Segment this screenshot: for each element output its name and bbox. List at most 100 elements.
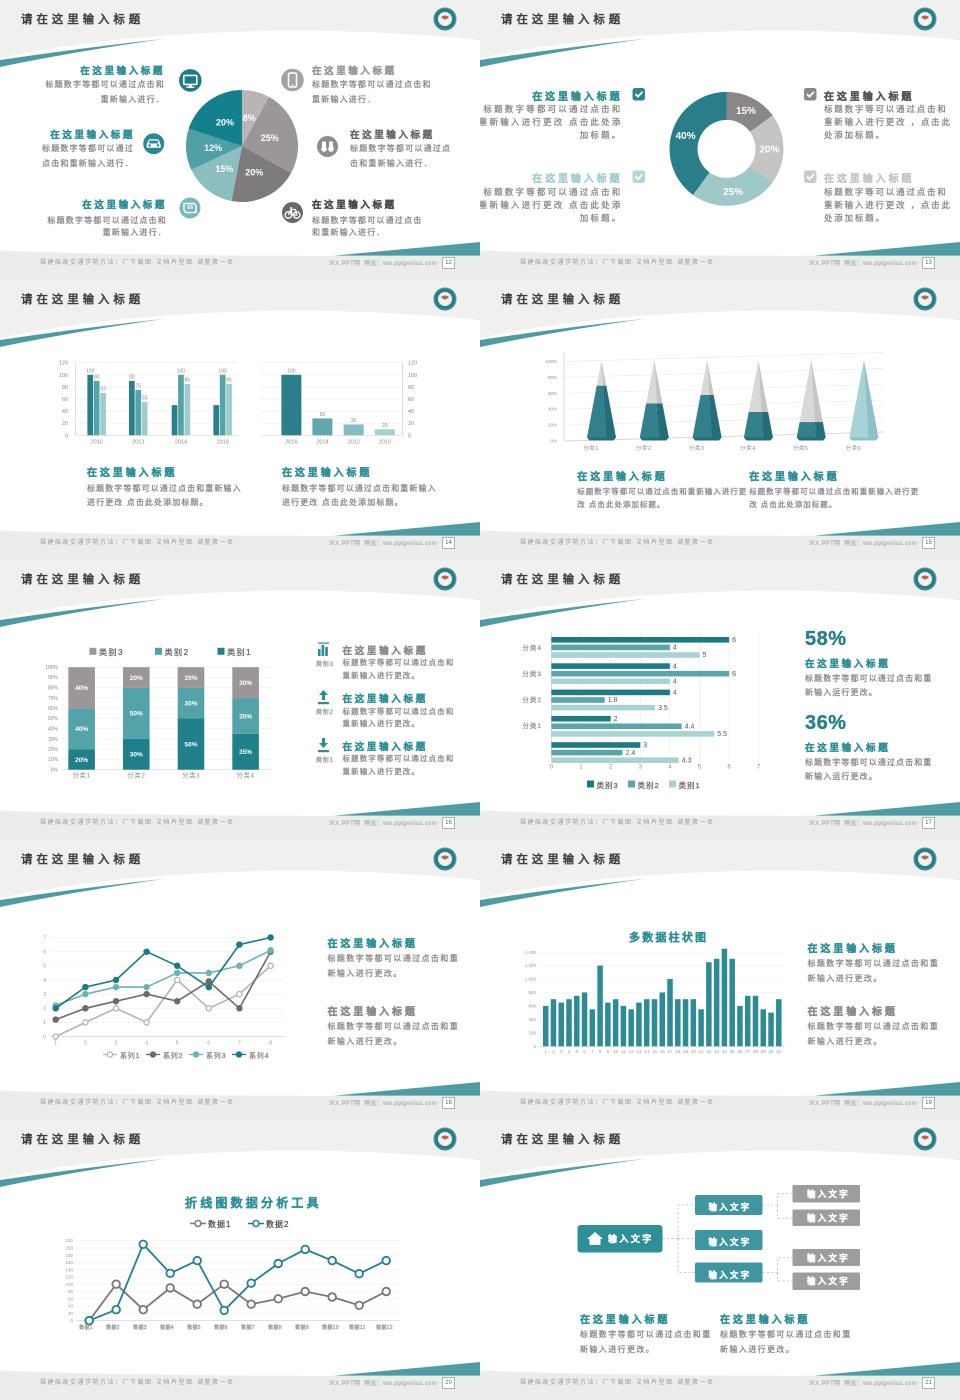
svg-text:27: 27 <box>745 1049 751 1054</box>
svg-text:1: 1 <box>43 1020 46 1026</box>
svg-text:3: 3 <box>643 742 647 749</box>
svg-text:200: 200 <box>65 1246 73 1251</box>
svg-text:19: 19 <box>683 1049 689 1054</box>
svg-text:1: 1 <box>544 1049 547 1054</box>
svg-text:7: 7 <box>43 935 46 941</box>
svg-text:20%: 20% <box>75 757 88 764</box>
svg-text:2: 2 <box>609 765 613 771</box>
svg-text:2016: 2016 <box>285 440 297 446</box>
svg-text:50%: 50% <box>48 716 59 722</box>
svg-text:220: 220 <box>65 1238 73 1243</box>
svg-text:10: 10 <box>613 1049 619 1054</box>
svg-text:120: 120 <box>65 1275 73 1280</box>
svg-text:40%: 40% <box>48 727 59 733</box>
svg-text:40%: 40% <box>75 685 88 692</box>
svg-text:2010: 2010 <box>91 440 103 446</box>
svg-text:11: 11 <box>621 1049 626 1054</box>
svg-text:25%: 25% <box>261 133 279 143</box>
svg-text:14: 14 <box>644 1049 650 1054</box>
svg-text:6: 6 <box>732 671 736 678</box>
svg-text:60: 60 <box>68 1296 74 1301</box>
svg-text:2: 2 <box>552 1049 555 1054</box>
svg-text:1: 1 <box>579 765 583 771</box>
svg-text:26: 26 <box>737 1049 743 1054</box>
svg-text:400: 400 <box>528 1017 536 1022</box>
svg-text:0: 0 <box>70 1318 73 1323</box>
svg-text:80%: 80% <box>48 686 59 692</box>
svg-text:20: 20 <box>68 1311 74 1316</box>
svg-text:90: 90 <box>129 374 135 380</box>
svg-text:9: 9 <box>607 1049 610 1054</box>
svg-text:100%: 100% <box>45 665 58 671</box>
svg-text:13: 13 <box>636 1049 642 1054</box>
svg-text:2: 2 <box>614 716 618 723</box>
svg-text:55: 55 <box>142 396 148 402</box>
svg-text:30: 30 <box>769 1049 775 1054</box>
svg-text:4: 4 <box>673 690 677 697</box>
svg-text:30%: 30% <box>184 701 197 708</box>
svg-text:31: 31 <box>776 1049 782 1054</box>
svg-text:20%: 20% <box>184 675 197 682</box>
svg-text:35%: 35% <box>239 713 252 720</box>
svg-text:100: 100 <box>408 373 417 379</box>
svg-text:20%: 20% <box>548 423 557 428</box>
svg-text:60%: 60% <box>48 706 59 712</box>
svg-text:4: 4 <box>673 679 677 686</box>
svg-text:4: 4 <box>673 645 677 652</box>
svg-text:90%: 90% <box>48 675 59 681</box>
svg-text:100: 100 <box>218 368 227 374</box>
svg-text:1: 1 <box>54 1041 57 1047</box>
svg-text:0%: 0% <box>51 768 59 774</box>
svg-text:6: 6 <box>207 1041 210 1047</box>
svg-text:7: 7 <box>238 1041 241 1047</box>
svg-text:23: 23 <box>714 1049 720 1054</box>
svg-text:60: 60 <box>408 397 414 403</box>
svg-text:6: 6 <box>583 1049 586 1054</box>
svg-text:5: 5 <box>176 1041 179 1047</box>
svg-text:2016: 2016 <box>217 440 229 446</box>
svg-text:8: 8 <box>269 1041 272 1047</box>
svg-text:4: 4 <box>145 1041 148 1047</box>
svg-text:8%: 8% <box>243 113 256 123</box>
svg-text:6: 6 <box>732 637 736 644</box>
svg-text:2013: 2013 <box>132 440 144 446</box>
svg-text:2012: 2012 <box>348 440 360 446</box>
svg-text:分类1: 分类1 <box>73 771 91 780</box>
svg-text:80: 80 <box>68 1289 74 1294</box>
svg-text:12: 12 <box>629 1049 635 1054</box>
svg-text:12%: 12% <box>204 143 222 153</box>
svg-text:7: 7 <box>591 1049 594 1054</box>
svg-text:3.5: 3.5 <box>658 705 668 712</box>
svg-text:25: 25 <box>730 1049 736 1054</box>
svg-text:15: 15 <box>652 1049 658 1054</box>
svg-text:分类2: 分类2 <box>636 444 652 452</box>
svg-text:75: 75 <box>135 383 141 389</box>
svg-text:7: 7 <box>757 765 761 771</box>
svg-text:5.5: 5.5 <box>717 731 727 738</box>
svg-text:18: 18 <box>675 1049 681 1054</box>
svg-text:100: 100 <box>65 1282 73 1287</box>
svg-text:5: 5 <box>703 652 707 659</box>
svg-text:4: 4 <box>668 765 672 771</box>
svg-text:24: 24 <box>722 1049 728 1054</box>
svg-text:1,000: 1,000 <box>525 977 537 982</box>
svg-text:40: 40 <box>68 1304 74 1309</box>
svg-text:40: 40 <box>408 409 414 415</box>
svg-text:30%: 30% <box>130 752 143 759</box>
svg-text:分类5: 分类5 <box>793 444 809 452</box>
svg-text:4: 4 <box>43 978 46 984</box>
svg-text:20: 20 <box>382 423 388 429</box>
svg-text:100: 100 <box>287 368 296 374</box>
svg-text:2014: 2014 <box>316 440 328 446</box>
svg-text:35%: 35% <box>239 749 252 756</box>
svg-text:100: 100 <box>59 373 68 379</box>
svg-text:20: 20 <box>408 421 414 427</box>
svg-text:分类2: 分类2 <box>127 771 145 780</box>
svg-text:80: 80 <box>408 385 414 391</box>
svg-text:85: 85 <box>226 377 232 383</box>
svg-text:5: 5 <box>576 1049 579 1054</box>
svg-text:分类1: 分类1 <box>583 444 599 452</box>
svg-text:10%: 10% <box>48 757 59 763</box>
svg-text:3: 3 <box>115 1041 118 1047</box>
svg-text:30: 30 <box>351 418 357 424</box>
